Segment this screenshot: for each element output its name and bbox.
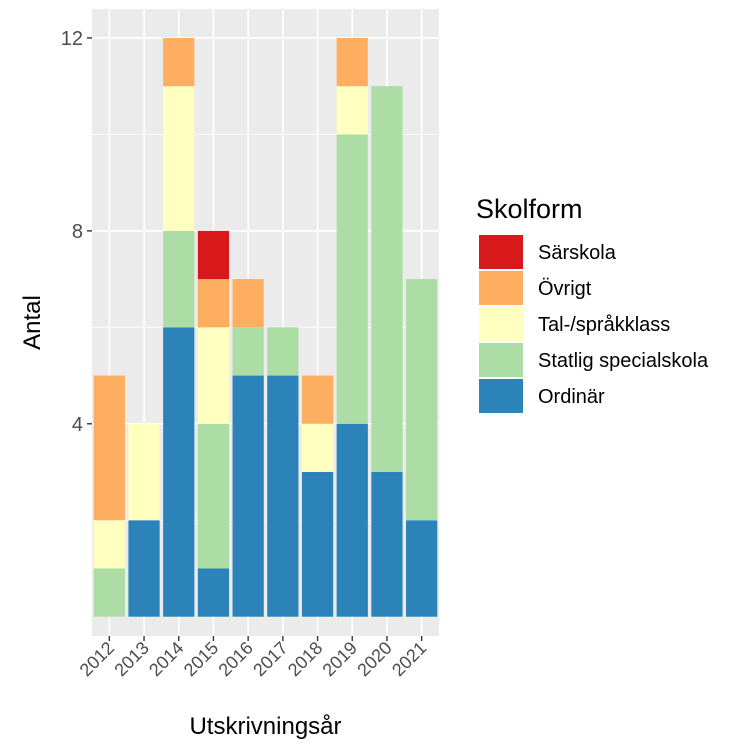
bar-segment: 2018 Ordinär: 3: [301, 472, 334, 617]
bar-segment: 2018 Övrigt: 1: [301, 375, 334, 424]
bar-segment: 2015 Statlig specialskola: 3: [197, 423, 230, 569]
bar-segment: 2019 Tal-/språkklass: 1: [336, 86, 368, 135]
legend-label: Ordinär: [538, 386, 605, 408]
bar-segment: 2019 Ordinär: 4: [336, 423, 368, 617]
y-tick-label: 12: [61, 28, 83, 50]
bar-segment: 2017 Ordinär: 5: [267, 375, 299, 617]
x-tick-label: 2018: [284, 638, 326, 680]
bar-segment: 2014 Statlig specialskola: 2: [163, 230, 195, 328]
legend-label: Övrigt: [538, 278, 592, 300]
bar-segment: 2015 Tal-/språkklass: 2: [197, 327, 230, 424]
bar-segment: 2020 Statlig specialskola: 8: [371, 86, 403, 473]
bar-segment: 2014 Ordinär: 6: [163, 327, 195, 617]
bar-segment: 2015 Ordinär: 1: [197, 568, 230, 617]
bar-segment: 2014 Tal-/språkklass: 3: [163, 86, 195, 231]
bar-segment: 2013 Tal-/språkklass: 2: [128, 423, 160, 521]
legend-key: [479, 379, 523, 413]
legend-key: [479, 271, 523, 305]
bar-segment: 2017 Statlig specialskola: 1: [267, 327, 299, 376]
legend-key: [479, 343, 523, 377]
x-tick-label: 2019: [319, 638, 361, 680]
legend-key: [479, 235, 523, 269]
bar-segment: 2015 Övrigt: 1: [197, 279, 230, 328]
x-tick-label: 2021: [388, 638, 430, 680]
x-tick-label: 2016: [215, 638, 257, 680]
bar-segment: 2019 Övrigt: 1: [336, 37, 368, 87]
bar-segment: 2016 Statlig specialskola: 1: [232, 327, 264, 376]
bar-segment: 2012 Övrigt: 3: [93, 375, 125, 521]
bar-segment: 2013 Ordinär: 2: [128, 520, 160, 617]
bar-segment: 2012 Tal-/språkklass: 1: [93, 520, 125, 569]
bars: 2012 Statlig specialskola: 12012 Tal-/sp…: [93, 37, 438, 617]
y-axis-label: Antal: [19, 295, 46, 350]
x-tick-label: 2013: [110, 638, 152, 680]
bar-segment: 2016 Övrigt: 1: [232, 279, 264, 328]
bar-segment: 2021 Ordinär: 2: [406, 520, 438, 617]
x-tick-label: 2015: [180, 638, 222, 680]
x-tick-label: 2017: [249, 638, 291, 680]
legend-title: Skolform: [476, 194, 583, 224]
bar-segment: 2016 Ordinär: 5: [232, 375, 264, 617]
legend-label: Statlig specialskola: [538, 350, 709, 372]
legend-key: [479, 307, 523, 341]
x-axis-label: Utskrivningsår: [189, 713, 341, 740]
bar-segment: 2018 Tal-/språkklass: 1: [301, 423, 334, 473]
bar-segment: 2021 Statlig specialskola: 5: [406, 279, 438, 521]
x-tick-label: 2020: [353, 638, 395, 680]
y-axis: 4 8 12: [61, 28, 92, 436]
legend: Särskola Övrigt Tal-/språkklass Statlig spe…: [479, 235, 709, 413]
bar-segment: 2014 Övrigt: 1: [163, 37, 195, 87]
x-tick-label: 2012: [76, 638, 118, 680]
bar-segment: 2012 Statlig specialskola: 1: [93, 568, 125, 617]
bar-segment: 2020 Ordinär: 3: [371, 472, 403, 617]
bar-segment: 2019 Statlig specialskola: 6: [336, 134, 368, 424]
y-tick-label: 4: [72, 414, 83, 436]
y-tick-label: 8: [72, 221, 83, 243]
legend-label: Tal-/språkklass: [538, 314, 670, 336]
legend-label: Särskola: [538, 242, 617, 264]
bar-segment: 2015 Särskola: 1: [197, 230, 230, 280]
x-tick-label: 2014: [145, 638, 187, 680]
